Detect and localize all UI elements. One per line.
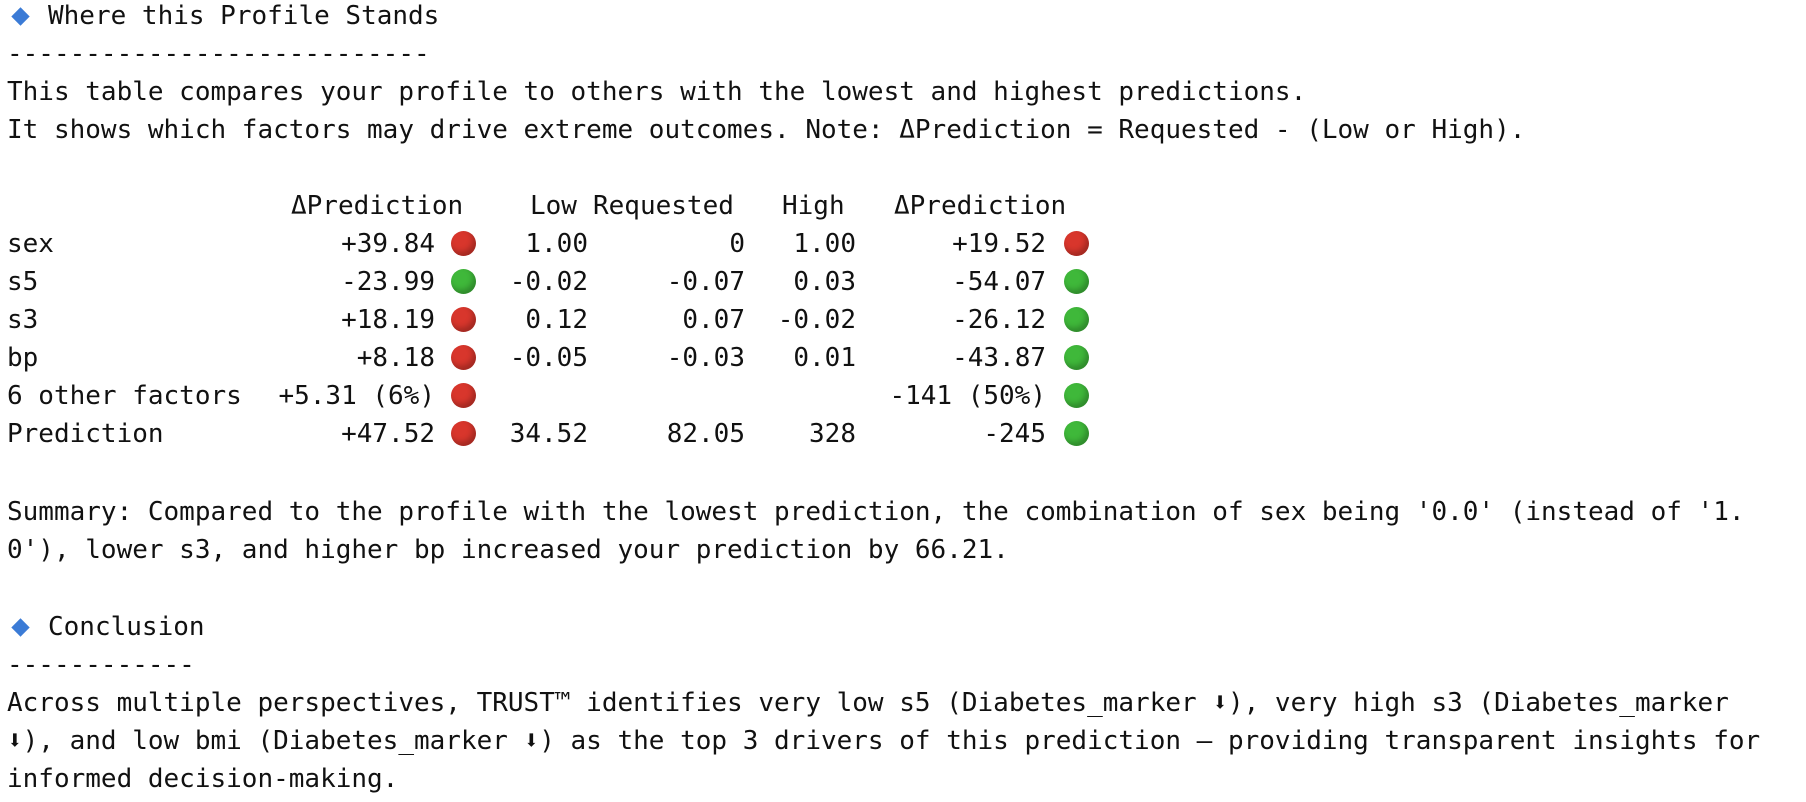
row-label: 6 other factors	[7, 381, 242, 411]
intro-line: This table compares your profile to othe…	[7, 77, 1307, 107]
cell: -0.03	[666, 343, 745, 373]
cell: 34.52	[509, 419, 588, 449]
column-header: ΔPrediction	[894, 191, 1067, 221]
column-header: High	[782, 191, 845, 221]
column-header: ΔPrediction	[291, 191, 464, 221]
column-header: Low	[530, 191, 577, 221]
status-dot	[1064, 421, 1089, 446]
section-icon	[11, 7, 30, 26]
cell: 82.05	[666, 419, 745, 449]
row-label: Prediction	[7, 419, 164, 449]
cell: 0.03	[793, 267, 856, 297]
cell: -141 (50%)	[889, 381, 1046, 411]
intro-line: It shows which factors may drive extreme…	[7, 115, 1526, 145]
cell: 1.00	[525, 229, 588, 259]
status-dot	[451, 307, 476, 332]
cell: 328	[809, 419, 856, 449]
cell: 0.12	[525, 305, 588, 335]
cell: 0	[729, 229, 745, 259]
cell: -245	[983, 419, 1046, 449]
cell: -0.07	[666, 267, 745, 297]
cell: -0.02	[777, 305, 856, 335]
row-label: sex	[7, 229, 54, 259]
cell: -26.12	[952, 305, 1046, 335]
status-dot	[1064, 383, 1089, 408]
cell: 0.07	[682, 305, 745, 335]
cell: +18.19	[341, 305, 435, 335]
cell: -23.99	[341, 267, 435, 297]
cell: +5.31 (6%)	[278, 381, 435, 411]
cell: -43.87	[952, 343, 1046, 373]
cell: +19.52	[952, 229, 1046, 259]
status-dot	[1064, 307, 1089, 332]
status-dot	[1064, 345, 1089, 370]
divider: ------------	[7, 650, 195, 680]
status-dot	[451, 231, 476, 256]
column-header: Requested	[593, 191, 734, 221]
summary-line: Summary: Compared to the profile with th…	[7, 497, 1745, 527]
status-dot	[451, 269, 476, 294]
status-dot	[1064, 231, 1089, 256]
cell: -0.02	[509, 267, 588, 297]
row-label: s3	[7, 305, 39, 335]
row-label: bp	[7, 343, 39, 373]
cell: +39.84	[341, 229, 435, 259]
conclusion-line: Across multiple perspectives, TRUST™ ide…	[7, 688, 1729, 718]
status-dot	[451, 421, 476, 446]
status-dot	[1064, 269, 1089, 294]
cell: 1.00	[793, 229, 856, 259]
row-label: s5	[7, 267, 39, 297]
status-dot	[451, 383, 476, 408]
cell: +8.18	[356, 343, 435, 373]
cell: -0.05	[509, 343, 588, 373]
conclusion-line: informed decision-making.	[7, 764, 399, 794]
summary-line: 0'), lower s3, and higher bp increased y…	[7, 535, 1009, 565]
status-dot	[451, 345, 476, 370]
section-title: Where this Profile Stands	[48, 1, 440, 31]
divider: ---------------------------	[7, 39, 430, 69]
conclusion-line: ⬇), and low bmi (Diabetes_marker ⬇) as t…	[7, 726, 1761, 756]
cell: +47.52	[341, 419, 435, 449]
cell: -54.07	[952, 267, 1046, 297]
cell: 0.01	[793, 343, 856, 373]
section-title: Conclusion	[48, 612, 205, 642]
section-icon	[11, 618, 30, 637]
